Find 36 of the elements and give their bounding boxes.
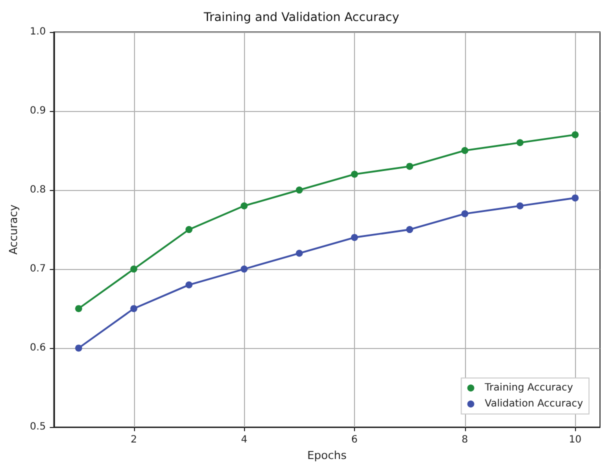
x-tick-label: 4 bbox=[240, 434, 248, 446]
point bbox=[296, 250, 303, 257]
y-tick-label: 0.9 bbox=[30, 106, 46, 117]
point bbox=[130, 266, 138, 273]
point bbox=[296, 186, 303, 194]
x-tick-label: 10 bbox=[568, 434, 582, 446]
point bbox=[516, 139, 524, 146]
legend-label: Training Accuracy bbox=[484, 382, 574, 394]
point bbox=[572, 131, 579, 138]
point bbox=[240, 202, 248, 210]
y-tick-label: 0.8 bbox=[30, 184, 46, 196]
y-tick-label: 0.5 bbox=[30, 422, 46, 433]
point bbox=[185, 226, 192, 234]
point bbox=[240, 266, 248, 273]
point bbox=[350, 234, 358, 241]
point bbox=[406, 226, 414, 234]
point bbox=[406, 162, 414, 170]
point bbox=[185, 281, 192, 288]
y-tick-label: 0.7 bbox=[30, 264, 46, 275]
y-axis-title: Accuracy bbox=[7, 204, 20, 255]
point bbox=[350, 170, 358, 178]
point bbox=[461, 147, 468, 154]
chart-title: Training and Validation Accuracy bbox=[202, 10, 400, 24]
x-axis-title: Epochs bbox=[307, 449, 347, 462]
point bbox=[572, 194, 579, 202]
y-tick-label: 1.0 bbox=[30, 26, 46, 38]
x-tick-label: 8 bbox=[462, 434, 468, 446]
point bbox=[461, 210, 468, 218]
point bbox=[516, 202, 524, 210]
point bbox=[75, 305, 82, 312]
y-tick-label: 0.6 bbox=[30, 342, 46, 354]
legend-label: Validation Accuracy bbox=[484, 398, 584, 410]
point bbox=[130, 305, 138, 312]
x-tick-label: 6 bbox=[351, 434, 358, 446]
x-tick-label: 2 bbox=[130, 434, 137, 446]
point bbox=[75, 344, 82, 352]
